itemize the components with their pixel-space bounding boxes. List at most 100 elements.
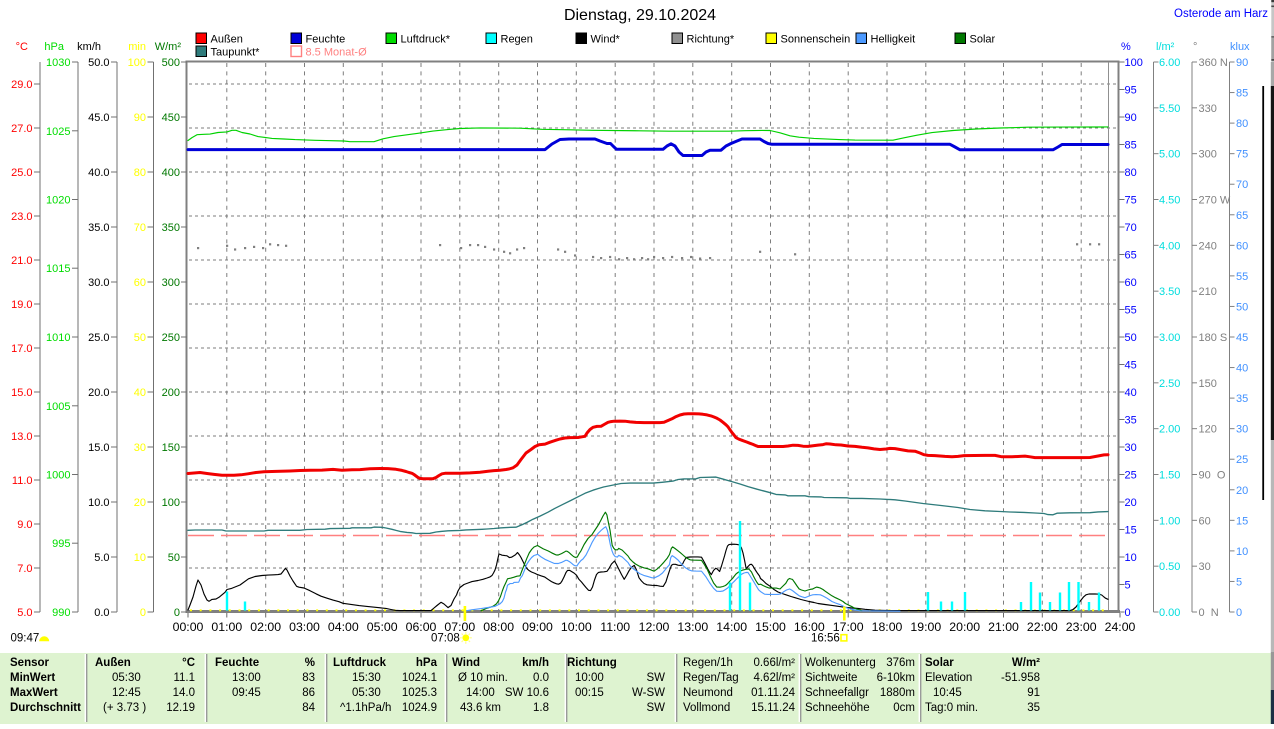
svg-text:12:00: 12:00 <box>639 620 670 634</box>
svg-text:1880m: 1880m <box>880 687 915 699</box>
svg-text:15.0: 15.0 <box>11 387 32 399</box>
svg-text:0.50: 0.50 <box>1159 561 1180 573</box>
svg-text:11:00: 11:00 <box>600 620 630 634</box>
svg-text:45: 45 <box>1236 332 1248 344</box>
svg-text:-51.958: -51.958 <box>1001 672 1040 684</box>
svg-text:0.66l/m²: 0.66l/m² <box>753 657 795 669</box>
svg-text:250: 250 <box>162 332 180 344</box>
svg-text:09:47: 09:47 <box>11 633 40 645</box>
svg-text:60: 60 <box>134 277 146 289</box>
svg-text:Regen/Tag: Regen/Tag <box>683 672 739 684</box>
svg-text:21:00: 21:00 <box>988 620 1019 634</box>
svg-text:43.6 km: 43.6 km <box>460 702 501 714</box>
svg-text:Wolkenunterg: Wolkenunterg <box>805 657 876 669</box>
svg-text:84: 84 <box>302 702 315 714</box>
svg-text:07:08: 07:08 <box>431 633 460 645</box>
svg-text:Durchschnitt: Durchschnitt <box>10 702 81 714</box>
svg-text:5.0: 5.0 <box>94 552 109 564</box>
svg-text:35: 35 <box>1027 702 1040 714</box>
svg-text:15.11.24: 15.11.24 <box>751 702 796 714</box>
svg-text:16:56: 16:56 <box>811 633 840 645</box>
svg-text:23:00: 23:00 <box>1066 620 1097 634</box>
svg-text:30: 30 <box>1199 561 1211 573</box>
svg-text:40: 40 <box>1236 363 1248 375</box>
svg-text:19:00: 19:00 <box>910 620 941 634</box>
svg-text:1025: 1025 <box>46 126 70 138</box>
svg-text:12.19: 12.19 <box>166 702 195 714</box>
svg-text:Feuchte: Feuchte <box>306 34 346 46</box>
svg-text:%: % <box>1121 41 1131 53</box>
svg-text:Wind: Wind <box>452 657 480 669</box>
svg-text:00:00: 00:00 <box>173 620 204 634</box>
svg-text:300: 300 <box>1199 149 1217 161</box>
svg-text:90: 90 <box>134 112 146 124</box>
svg-text:1.00: 1.00 <box>1159 515 1180 527</box>
svg-text:03:00: 03:00 <box>289 620 320 634</box>
svg-text:18:00: 18:00 <box>872 620 903 634</box>
svg-text:30: 30 <box>134 442 146 454</box>
svg-text:°C: °C <box>16 41 28 53</box>
svg-text:210: 210 <box>1199 286 1217 298</box>
svg-text:17.0: 17.0 <box>11 343 32 355</box>
svg-text:11.0: 11.0 <box>12 475 33 487</box>
svg-text:Tag:0 min.: Tag:0 min. <box>925 702 978 714</box>
svg-text:200: 200 <box>162 387 180 399</box>
svg-text:°C: °C <box>182 657 195 669</box>
svg-text:360 N: 360 N <box>1199 57 1228 69</box>
svg-text:240: 240 <box>1199 240 1217 252</box>
svg-text:30: 30 <box>1125 442 1137 454</box>
svg-text:16:00: 16:00 <box>794 620 825 634</box>
svg-text:MinWert: MinWert <box>10 672 55 684</box>
svg-text:330: 330 <box>1199 103 1217 115</box>
svg-text:13:00: 13:00 <box>677 620 708 634</box>
svg-text:55: 55 <box>1236 271 1248 283</box>
svg-text:40: 40 <box>1125 387 1137 399</box>
svg-text:75: 75 <box>1125 195 1137 207</box>
svg-text:70: 70 <box>1125 222 1137 234</box>
svg-text:20: 20 <box>134 497 146 509</box>
svg-text:86: 86 <box>302 687 315 699</box>
svg-text:%: % <box>305 657 315 669</box>
svg-text:12:45: 12:45 <box>112 687 141 699</box>
svg-text:20.0: 20.0 <box>88 387 109 399</box>
svg-text:Sichtweite: Sichtweite <box>805 672 857 684</box>
svg-text:20: 20 <box>1236 485 1248 497</box>
svg-text:15: 15 <box>1236 515 1248 527</box>
svg-text:14:00: 14:00 <box>716 620 747 634</box>
svg-text:20:00: 20:00 <box>949 620 980 634</box>
svg-text:05:30: 05:30 <box>352 687 381 699</box>
svg-text:Vollmond: Vollmond <box>683 702 730 714</box>
svg-text:5.50: 5.50 <box>1159 103 1180 115</box>
svg-text:350: 350 <box>162 222 180 234</box>
svg-text:Ø 10 min.: Ø 10 min. <box>458 672 508 684</box>
svg-text:50: 50 <box>1236 301 1248 313</box>
svg-text:17:00: 17:00 <box>833 620 864 634</box>
svg-text:100: 100 <box>128 57 146 69</box>
svg-text:14:00: 14:00 <box>466 687 495 699</box>
svg-text:Regen/1h: Regen/1h <box>683 657 733 669</box>
svg-text:1.8: 1.8 <box>533 702 549 714</box>
svg-text:5: 5 <box>1236 576 1242 588</box>
svg-text:100: 100 <box>162 497 180 509</box>
svg-text:80: 80 <box>134 167 146 179</box>
svg-text:15:30: 15:30 <box>352 672 381 684</box>
svg-text:10:00: 10:00 <box>575 672 604 684</box>
svg-text:65: 65 <box>1125 250 1137 262</box>
svg-text:Solar: Solar <box>925 657 954 669</box>
svg-text:10.0: 10.0 <box>88 497 109 509</box>
svg-text:1024.9: 1024.9 <box>402 702 437 714</box>
svg-text:2.00: 2.00 <box>1159 424 1180 436</box>
svg-text:06:00: 06:00 <box>406 620 437 634</box>
svg-text:13.0: 13.0 <box>11 431 32 443</box>
svg-text:50: 50 <box>168 552 180 564</box>
svg-text:04:00: 04:00 <box>328 620 359 634</box>
svg-text:91: 91 <box>1027 687 1040 699</box>
svg-text:25.0: 25.0 <box>11 167 32 179</box>
svg-text:Richtung*: Richtung* <box>687 34 735 46</box>
svg-text:7.0: 7.0 <box>17 563 32 575</box>
svg-text:Neumond: Neumond <box>683 687 733 699</box>
svg-text:100: 100 <box>1125 57 1143 69</box>
svg-text:4.50: 4.50 <box>1159 195 1180 207</box>
svg-text:01:00: 01:00 <box>211 620 242 634</box>
svg-text:13:00: 13:00 <box>232 672 261 684</box>
